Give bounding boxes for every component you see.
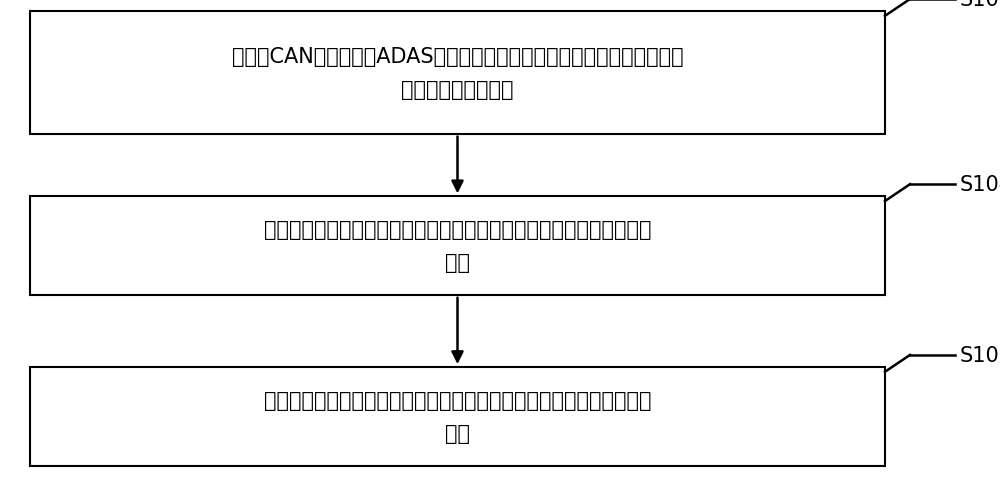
Text: 根据问题模型对所述路试数据进行运算，筛选出所述路试数据中的问题
数据: 根据问题模型对所述路试数据进行运算，筛选出所述路试数据中的问题 数据 (264, 220, 651, 272)
Text: S102: S102 (960, 0, 1000, 10)
Bar (30, 12, 885, 134)
Text: 根据所述问题数据生成对所述路试车辆的高级驾驶辅助系统功能的测试
结果: 根据所述问题数据生成对所述路试车辆的高级驾驶辅助系统功能的测试 结果 (264, 390, 651, 443)
Bar (30, 367, 885, 466)
Text: S106: S106 (960, 345, 1000, 365)
Text: S104: S104 (960, 175, 1000, 195)
Text: 对所述CAN总线数据和ADAS传感器数据进行采集和融合处理，获得所述路
试车辆的路试数据。: 对所述CAN总线数据和ADAS传感器数据进行采集和融合处理，获得所述路 试车辆的… (232, 47, 683, 99)
Bar (30, 197, 885, 295)
